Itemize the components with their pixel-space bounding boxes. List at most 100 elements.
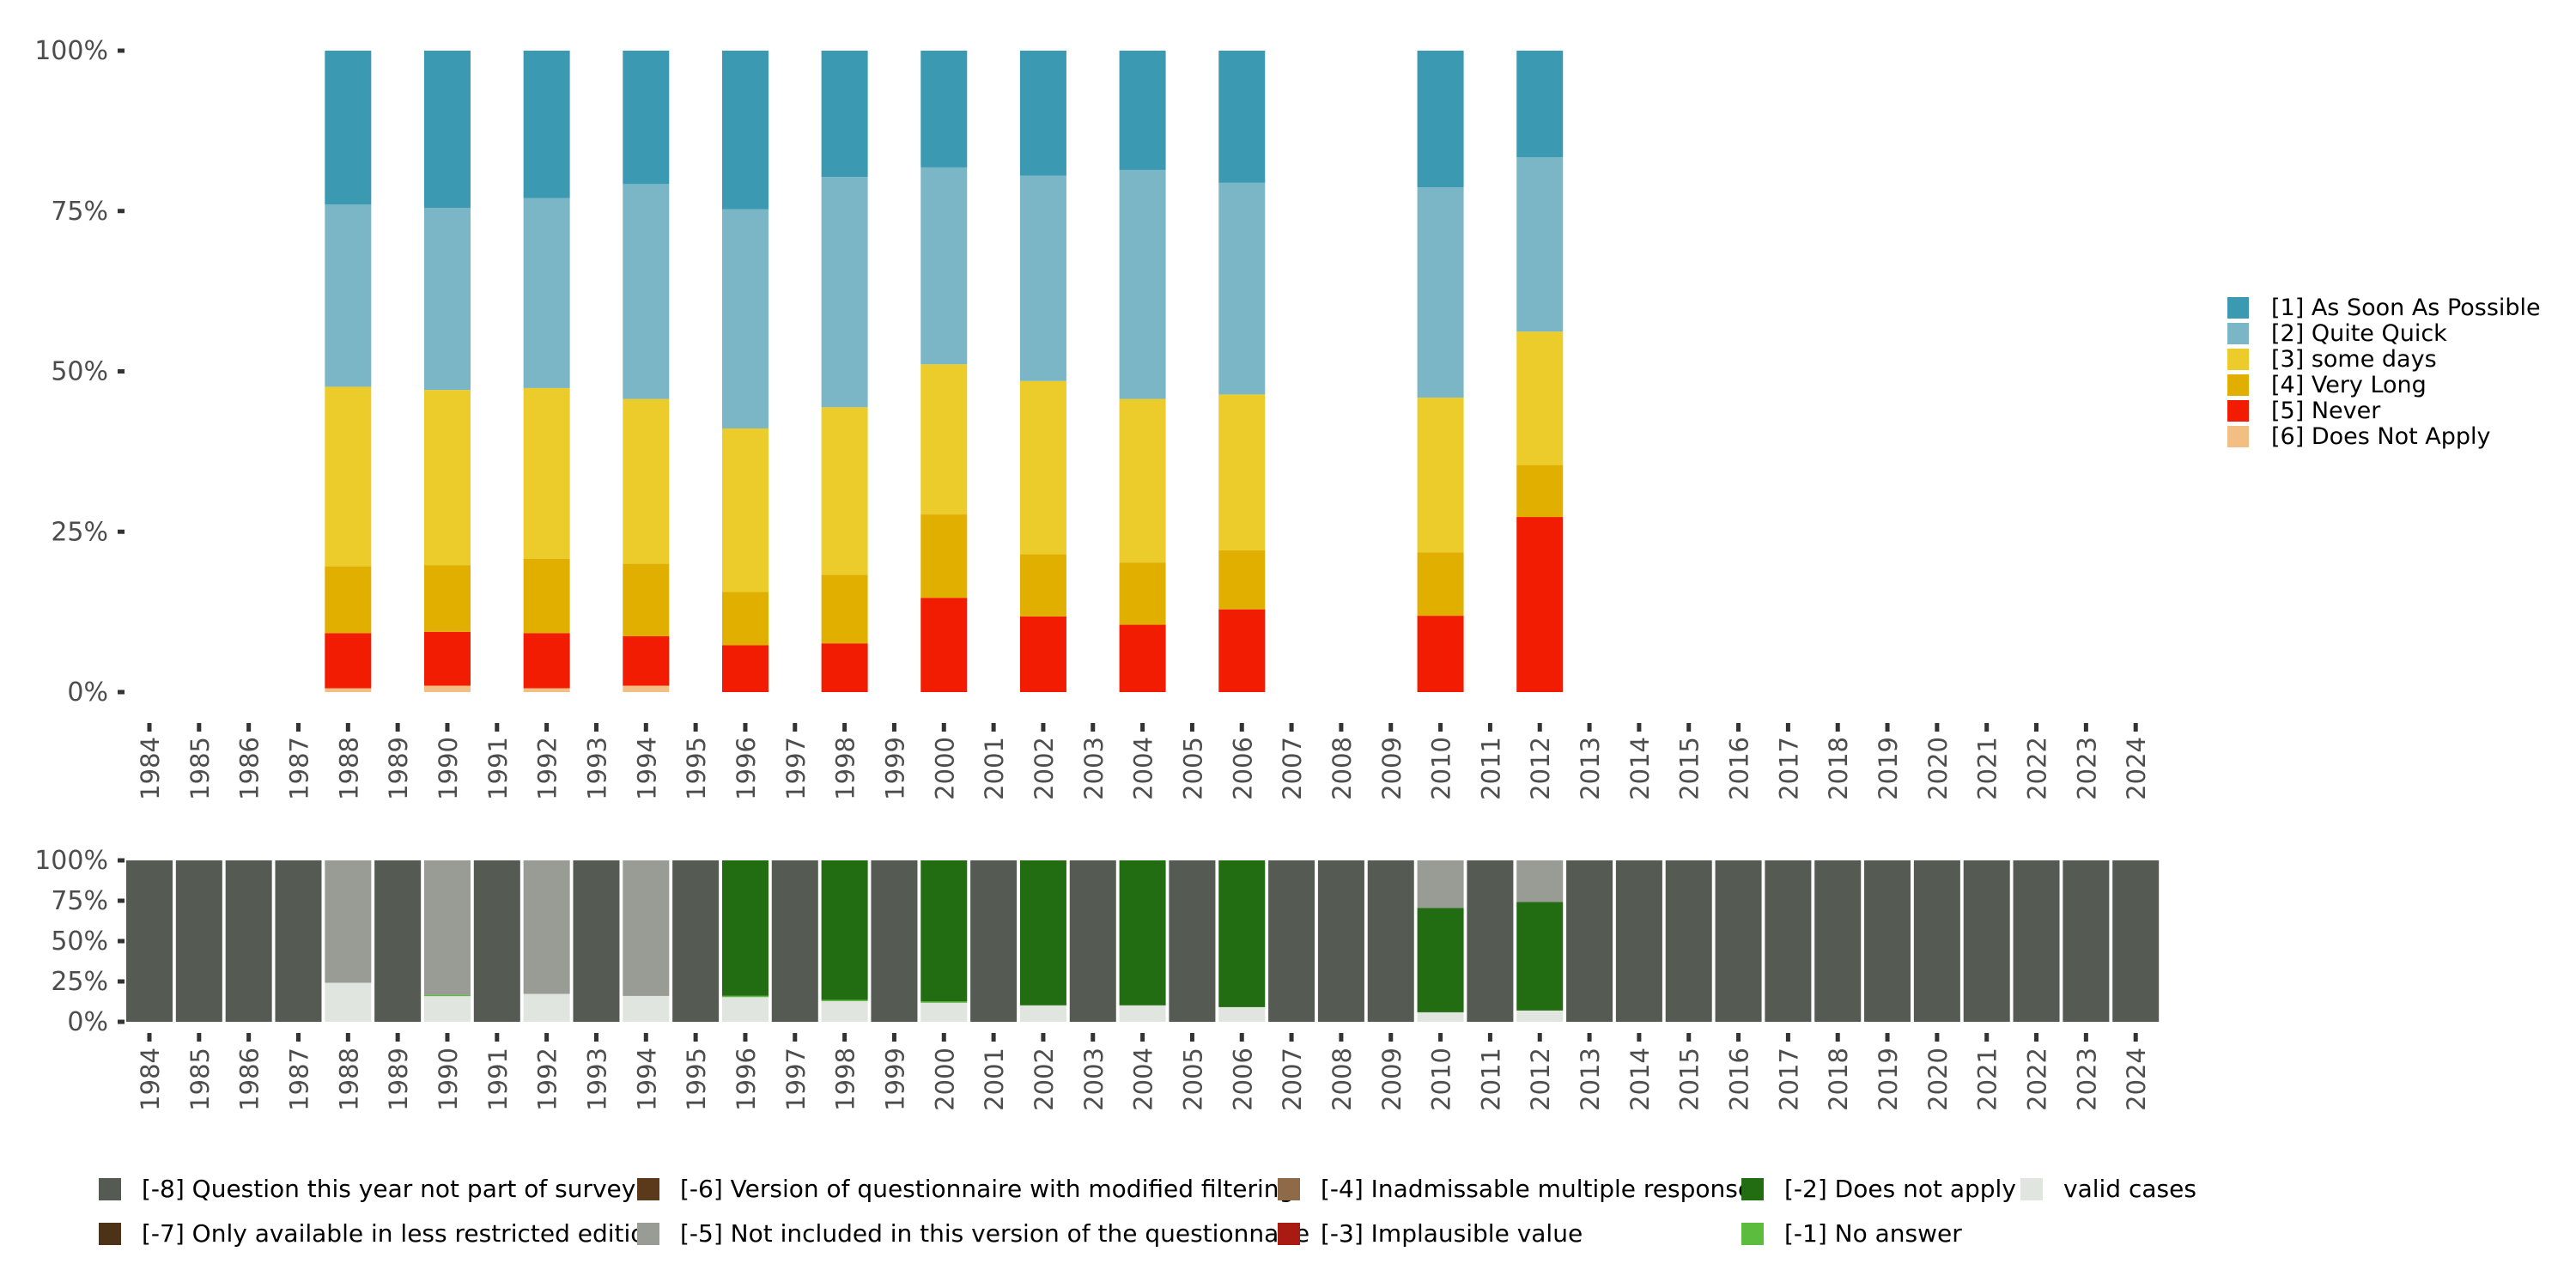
bottom-x-tick-label: 1985 [185,1048,215,1111]
top-x-tick-label: 2024 [2122,737,2151,800]
bottom-x-tick-label: 2000 [930,1048,959,1111]
bar-segment [1665,860,1712,1022]
top-x-tick-label: 2009 [1377,737,1406,800]
legend-key [2227,349,2249,370]
legend-key [1741,1178,1764,1200]
bottom-x-tick-mark [842,1033,848,1042]
bar-segment [1019,51,1066,176]
bar-segment [1516,331,1564,465]
bar-segment [721,51,769,210]
bottom-x-tick-label: 1989 [384,1048,413,1111]
legend-key [2227,297,2249,319]
top-x-tick-mark [295,723,301,732]
bottom-x-tick-label: 2015 [1675,1048,1704,1111]
top-x-tick-label: 1992 [533,737,562,800]
bar-segment [1218,609,1266,692]
legend-key [2227,426,2249,447]
top-x-tick-label: 1991 [483,737,513,800]
top-x-tick-mark [1289,723,1294,732]
top-x-tick-mark [345,723,350,732]
top-y-axis: 0% 25% 50% 75% 100% [34,36,125,708]
top-x-tick-mark [2133,723,2138,732]
bottom-legend: [-8] Question this year not part of surv… [99,1175,2196,1248]
bar-segment [423,51,471,209]
top-x-tick-mark [1091,723,1096,732]
bar-segment [473,860,520,1022]
bar-segment [523,51,570,198]
bottom-x-tick-mark [1736,1033,1741,1042]
legend-key [99,1178,121,1200]
bar-segment [325,51,372,205]
bar-segment [1913,860,1960,1022]
bottom-x-tick-label: 1997 [781,1048,811,1111]
top-x-tick-mark [1140,723,1145,732]
bottom-x-tick-mark [693,1033,698,1042]
bar-segment [721,209,769,428]
bar-segment [623,563,670,637]
top-x-tick-label: 1984 [136,737,165,800]
legend-label: [5] Never [2271,398,2381,424]
bar-segment [1218,182,1266,395]
top-x-tick-label: 2000 [930,737,959,800]
bar-segment [821,999,868,1001]
top-x-tick-label: 2010 [1427,737,1456,800]
legend-label: [-1] No answer [1784,1219,1962,1248]
top-y-tick-mark [118,690,125,695]
legend-label: valid cases [2063,1175,2196,1203]
legend-label: [-3] Implausible value [1321,1219,1583,1248]
bottom-x-tick-label: 2020 [1923,1048,1953,1111]
bottom-x-tick-label: 1984 [136,1048,165,1111]
bar-segment [423,995,471,1022]
bar-segment [920,1001,968,1003]
bar-segment [423,994,471,997]
bottom-y-tick-mark [118,858,125,863]
bottom-x-tick-mark [1140,1033,1145,1042]
bar-segment [672,860,720,1022]
bottom-x-tick-mark [643,1033,648,1042]
bar-segment [1119,398,1166,563]
bar-segment [1516,51,1564,158]
bottom-x-tick-mark [1537,1033,1542,1042]
top-x-tick-label: 2006 [1228,737,1257,800]
top-x-tick-label: 2019 [1874,737,1903,800]
bottom-x-tick-label: 2007 [1278,1048,1307,1111]
bar-segment [721,645,769,692]
bottom-x-tick-label: 1990 [434,1048,463,1111]
bar-segment [423,565,471,632]
bottom-x-tick-label: 2023 [2072,1048,2101,1111]
legend-label: [-2] Does not apply [1784,1175,2016,1203]
top-x-tick-label: 2023 [2072,737,2101,800]
top-x-tick-mark [743,723,748,732]
bar-segment [920,860,968,1002]
bar-segment [126,860,173,1022]
bottom-x-tick-mark [743,1033,748,1042]
bar-segment [275,860,322,1022]
top-x-tick-mark [197,723,202,732]
bottom-x-tick-mark [246,1033,252,1042]
bottom-x-tick-mark [395,1033,400,1042]
top-x-tick-mark [544,723,550,732]
bottom-x-tick-label: 2014 [1625,1048,1655,1111]
bottom-y-tick-label: 100% [34,846,108,876]
top-x-tick-mark [395,723,400,732]
bar-segment [1417,1012,1464,1022]
bar-segment [1467,860,1514,1022]
bottom-x-tick-label: 2018 [1824,1048,1853,1111]
bar-segment [920,51,968,167]
top-x-tick-label: 1999 [880,737,909,800]
bottom-x-tick-mark [1885,1033,1890,1042]
bar-segment [623,860,670,996]
bar-segment [1765,860,1812,1022]
top-x-tick-label: 2012 [1526,737,1555,800]
bottom-x-tick-label: 2003 [1079,1048,1109,1111]
top-x-tick-mark [693,723,698,732]
legend-key [1741,1223,1764,1245]
bar-segment [920,167,968,365]
bottom-x-tick-mark [295,1033,301,1042]
top-y-tick-label: 100% [34,36,108,66]
bottom-x-tick-label: 2011 [1476,1048,1505,1111]
bottom-x-tick-label: 2004 [1129,1048,1158,1111]
top-x-tick-mark [1339,723,1344,732]
bottom-x-tick-mark [544,1033,550,1042]
bottom-x-tick-label: 1995 [682,1048,711,1111]
